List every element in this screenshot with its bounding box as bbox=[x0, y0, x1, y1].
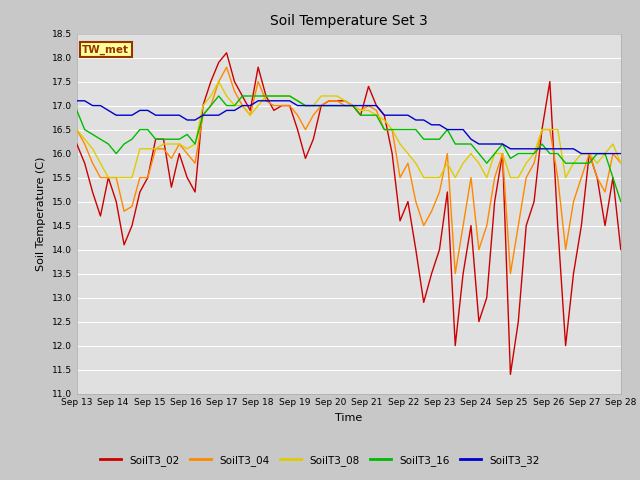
Y-axis label: Soil Temperature (C): Soil Temperature (C) bbox=[36, 156, 46, 271]
Text: TW_met: TW_met bbox=[82, 44, 129, 55]
X-axis label: Time: Time bbox=[335, 413, 362, 423]
Title: Soil Temperature Set 3: Soil Temperature Set 3 bbox=[270, 14, 428, 28]
Legend: SoilT3_02, SoilT3_04, SoilT3_08, SoilT3_16, SoilT3_32: SoilT3_02, SoilT3_04, SoilT3_08, SoilT3_… bbox=[97, 451, 543, 470]
